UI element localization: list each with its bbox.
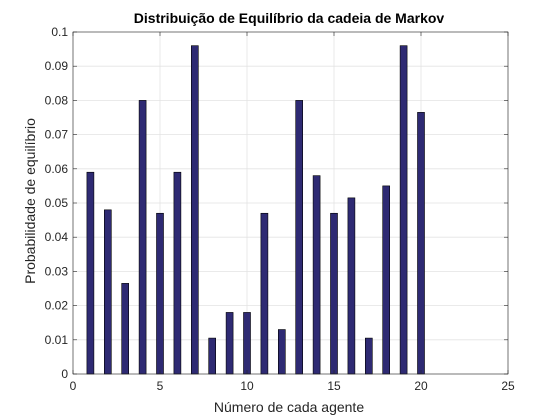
bar-agent-13 [295,100,304,375]
bar-agent-11 [260,212,269,375]
x-tick-label: 25 [501,379,515,393]
bar-agent-14 [312,175,321,375]
bar-agent-8 [208,337,216,375]
x-tick-label: 20 [414,379,428,393]
grid [72,31,509,375]
x-tick-label: 0 [70,379,77,393]
bar-agent-9 [225,312,234,375]
chart-title: Distribuição de Equilíbrio da cadeia de … [134,10,445,26]
bar-agent-4 [138,100,147,375]
y-tick-label: 0.04 [45,230,69,244]
x-axis-label: Número de cada agente [214,399,364,415]
y-tick-label: 0.09 [45,59,69,73]
y-tick-label: 0.07 [45,128,69,142]
bar-agent-3 [121,283,129,375]
bar-agent-2 [104,209,112,375]
bar-agent-15 [330,212,338,375]
y-axis-label: Probabilidade de equilíbrio [22,118,38,284]
bar-agent-18 [382,185,391,375]
bar-agent-5 [156,212,164,375]
x-tick-label: 10 [240,379,254,393]
bar-agent-17 [364,337,373,375]
y-tick-label: 0.01 [45,333,69,347]
axis-ticks: 0 5 10 15 20 25 0 0.01 0.02 0.03 0.04 0.05 0.06 0.07 0… [45,25,515,393]
bars [86,45,425,375]
bar-agent-7 [191,45,199,375]
y-tick-label: 0.08 [45,93,69,107]
bar-agent-1 [86,171,95,375]
y-tick-label: 0.03 [45,264,69,278]
y-tick-label: 0.02 [45,299,69,313]
bar-agent-10 [243,312,251,375]
bar-agent-6 [173,171,182,375]
y-tick-label: 0.06 [45,162,69,176]
bar-agent-12 [277,329,286,375]
bar-agent-20 [417,112,425,375]
y-tick-label: 0.1 [51,25,68,39]
x-tick-label: 5 [157,379,164,393]
x-tick-label: 15 [327,379,341,393]
y-tick-label: 0 [61,367,68,381]
bar-agent-16 [347,197,356,375]
y-tick-label: 0.05 [45,196,69,210]
bar-agent-19 [399,45,408,375]
